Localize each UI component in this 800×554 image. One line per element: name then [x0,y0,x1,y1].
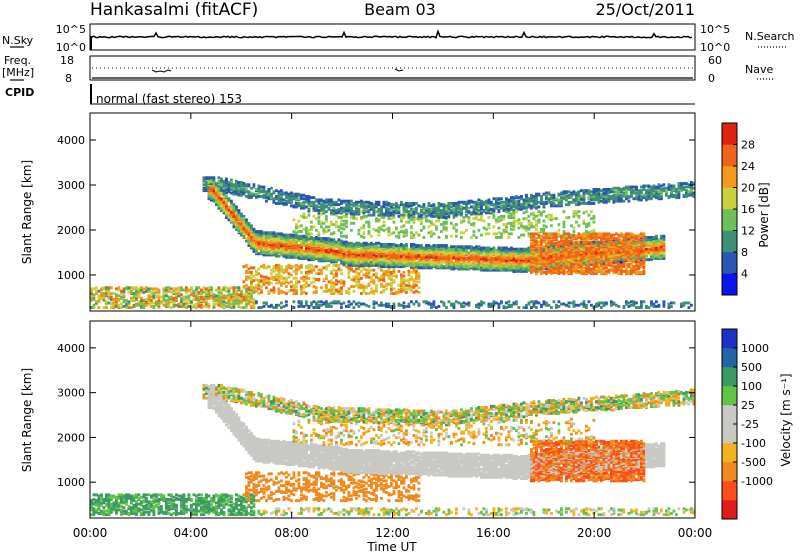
power-heatmap [90,176,696,309]
freq-tick-bottom: 8 [65,72,72,85]
nsearch-label: N.Search [745,30,795,43]
freq-label-line1: Freq. [4,54,31,67]
colorbar-tick-label: 24 [741,160,755,173]
power-y-label: Slant Range [km] [20,160,34,264]
x-tick-label: 12:00 [375,526,410,540]
colorbar-swatch [722,443,737,463]
y-tick-label: 3000 [57,387,85,400]
colorbar-swatch [722,144,737,167]
freq-right-tick-top: 60 [708,54,722,67]
colorbar-swatch [722,500,737,520]
cpid-program: normal (fast stereo) 153 [96,92,242,106]
beam-title: Beam 03 [364,0,436,19]
colorbar-swatch [722,123,737,145]
colorbar-tick-label: 100 [741,380,762,393]
nave-label: Nave [745,63,773,76]
colorbar-swatch [722,481,737,501]
power-y-axis: 4000 3000 2000 1000 [57,134,695,282]
y-tick-label: 2000 [57,224,85,237]
colorbar-swatch [722,273,737,296]
colorbar-tick-label: -500 [741,456,766,469]
freq-blip-1 [151,69,172,73]
velocity-colorbar-label: Velocity [m s⁻¹] [779,373,793,466]
colorbar-swatch [722,405,737,425]
colorbar-tick-label: 28 [741,139,755,152]
y-tick-label: 2000 [57,431,85,444]
y-tick-label: 3000 [57,179,85,192]
velocity-colorbar: 1000 500 100 25 -25 -100 -500 -1000 [721,328,773,520]
date-title: 25/Oct/2011 [595,0,695,19]
station-title: Hankasalmi (fitACF) [90,0,258,20]
colorbar-tick-label: 12 [741,225,755,238]
colorbar-swatch [722,209,737,231]
velocity-y-axis: 4000 3000 2000 1000 [57,342,695,489]
colorbar-swatch [722,348,737,368]
colorbar-tick-label: -25 [741,418,759,431]
nsky-right-tick-bottom: 10^0 [700,41,730,54]
colorbar-tick-label: -1000 [741,475,773,488]
colorbar-tick-label: 500 [741,361,762,374]
x-tick-label: 00:00 [678,526,713,540]
colorbar-tick-label: 1000 [741,342,769,355]
x-tick-label: 08:00 [274,526,309,540]
x-tick-label: 04:00 [174,526,209,540]
y-tick-label: 1000 [57,476,85,489]
nsky-tick-bottom: 10^0 [56,41,86,54]
freq-label-line2: [MHz] [2,66,34,79]
colorbar-swatch [722,329,737,349]
colorbar-swatch [722,187,737,210]
colorbar-swatch [722,462,737,482]
colorbar-swatch [722,230,737,253]
colorbar-tick-label: 20 [741,182,755,195]
y-tick-label: 4000 [57,342,85,355]
nsky-label: N.Sky [2,34,34,47]
colorbar-tick-label: 8 [741,246,748,259]
colorbar-tick-label: 16 [741,203,755,216]
freq-panel [89,55,696,81]
colorbar-tick-label: -100 [741,437,766,450]
nsky-tick-top: 10^5 [56,23,86,36]
x-tick-label: 20:00 [577,526,612,540]
freq-right-tick-bottom: 0 [708,72,715,85]
colorbar-swatch [722,424,737,444]
colorbar-swatch [722,386,737,406]
velocity-y-label: Slant Range [km] [20,368,34,472]
colorbar-swatch [722,367,737,387]
x-tick-label: 00:00 [73,526,108,540]
colorbar-tick-label: 4 [741,268,748,281]
time-axis: 00:00 04:00 08:00 12:00 16:00 20:00 00:00 [73,113,713,540]
nsky-trace [91,29,693,39]
power-colorbar: 28 24 20 16 12 8 4 [721,122,755,296]
power-colorbar-label: Power [dB] [757,182,771,247]
freq-tick-top: 18 [60,54,74,67]
velocity-heatmap [90,383,696,517]
cpid-label: CPID [5,86,34,99]
nsky-right-tick-top: 10^5 [700,23,730,36]
y-tick-label: 4000 [57,134,85,147]
x-tick-label: 16:00 [476,526,511,540]
time-axis-label: Time UT [366,540,417,554]
colorbar-tick-label: 25 [741,399,755,412]
y-tick-label: 1000 [57,269,85,282]
colorbar-swatch [722,166,737,188]
colorbar-swatch [722,252,737,274]
freq-blip-2 [394,68,404,72]
